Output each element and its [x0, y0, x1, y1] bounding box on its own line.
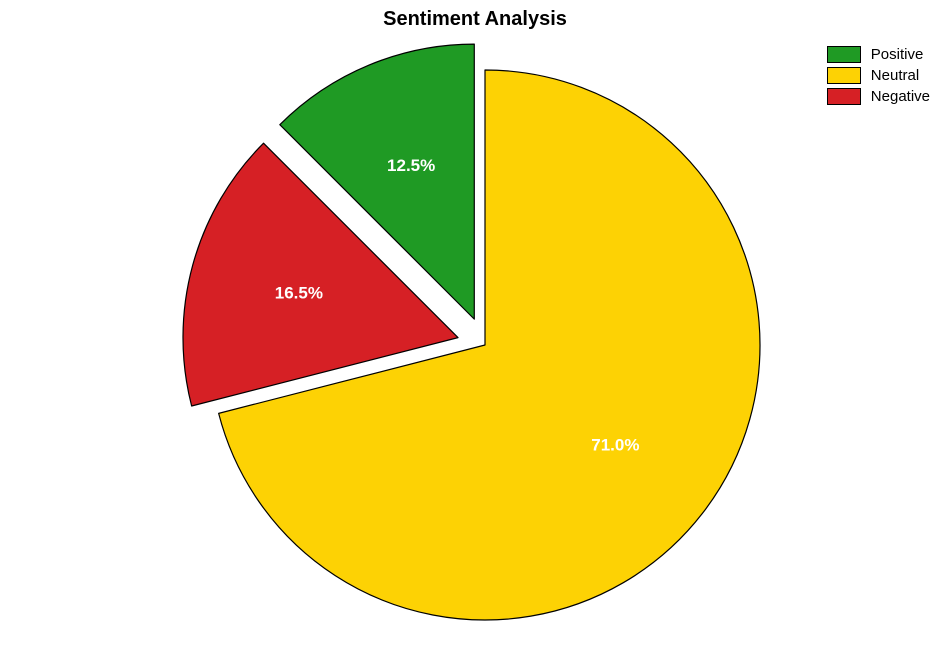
slice-label: 16.5%	[275, 284, 323, 303]
legend-swatch	[827, 46, 861, 63]
legend-swatch	[827, 88, 861, 105]
legend-label: Positive	[871, 46, 924, 63]
slice-label: 71.0%	[591, 436, 639, 455]
pie-chart-svg: 71.0% 16.5% 12.5%	[0, 0, 950, 662]
legend-item: Positive	[827, 46, 930, 63]
legend-swatch	[827, 67, 861, 84]
legend-label: Neutral	[871, 67, 919, 84]
legend: Positive Neutral Negative	[827, 46, 930, 109]
legend-label: Negative	[871, 88, 930, 105]
chart-container: { "chart": { "type": "pie", "title": "Se…	[0, 0, 950, 662]
legend-item: Negative	[827, 88, 930, 105]
slice-label: 12.5%	[387, 156, 435, 175]
legend-item: Neutral	[827, 67, 930, 84]
